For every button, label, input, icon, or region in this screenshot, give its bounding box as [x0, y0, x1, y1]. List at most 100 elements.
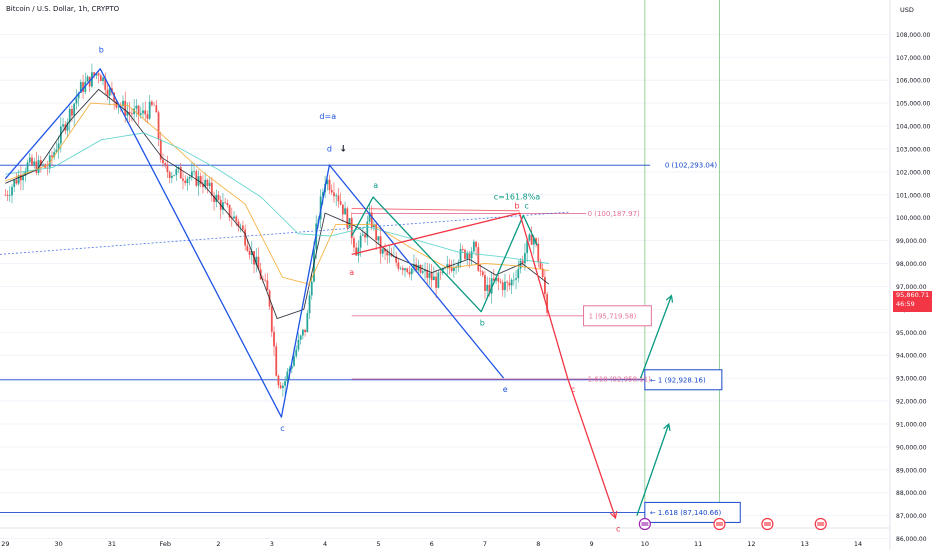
candle-body: [330, 190, 333, 193]
candle-body: [446, 264, 449, 268]
candle-body: [95, 73, 98, 76]
candle-body: [215, 194, 218, 202]
wave-label: b: [480, 318, 485, 327]
chart-grid: [0, 0, 891, 550]
candle-body: [286, 371, 289, 382]
candle-body: [506, 281, 509, 283]
x-tick-label: Feb: [159, 540, 171, 548]
down-arrow-icon: ↓: [339, 144, 347, 154]
candle-body: [224, 202, 227, 203]
candle-body: [466, 253, 469, 259]
x-tick-label: 4: [323, 540, 327, 548]
candle-body: [419, 264, 422, 273]
candle-body: [250, 251, 253, 255]
candle-body: [344, 208, 346, 215]
candle-body: [13, 179, 16, 187]
candle-body: [373, 224, 375, 228]
candle-body: [479, 270, 482, 272]
candle-body: [404, 268, 406, 271]
candle-body: [190, 171, 193, 178]
wave-line: [4, 68, 505, 418]
candle-body: [361, 234, 364, 236]
candle-body: [164, 163, 167, 165]
y-tick-label: 91,000.00: [896, 421, 927, 428]
candle-body: [368, 212, 371, 222]
candle-body: [22, 176, 24, 181]
candle-body: [395, 256, 398, 263]
x-tick-label: 30: [54, 540, 62, 548]
y-tick-label: 97,000.00: [896, 284, 927, 291]
bar-countdown: 46:59: [896, 300, 915, 308]
x-tick-label: 11: [694, 540, 702, 548]
candle-body: [366, 221, 369, 238]
candle-body: [517, 268, 520, 279]
wave-label: a: [349, 268, 354, 277]
event-flag-stripe: [715, 522, 723, 526]
candle-body: [66, 122, 69, 131]
candle-body: [295, 349, 298, 357]
candle-body: [497, 277, 500, 282]
candle-body: [484, 275, 486, 291]
candle-body: [4, 194, 7, 196]
candle-body: [541, 268, 544, 278]
candle-body: [530, 234, 533, 245]
candle-body: [131, 113, 133, 115]
candle-body: [426, 269, 429, 278]
candle-body: [328, 179, 331, 191]
moving-average-slow: [5, 132, 549, 264]
event-icons: [638, 517, 827, 531]
candle-body: [375, 224, 378, 241]
y-tick-label: 103,000.00: [896, 146, 931, 153]
candle-body: [455, 267, 458, 268]
candle-body: [93, 72, 96, 76]
candle-body: [62, 124, 64, 127]
candle-body: [37, 160, 40, 173]
x-tick-label: 31: [108, 540, 116, 548]
candle-body: [33, 161, 36, 165]
candle-body: [521, 260, 524, 264]
candle-body: [379, 236, 382, 254]
candle-body: [397, 262, 400, 269]
candle-body: [508, 282, 511, 286]
candle-body: [68, 108, 71, 123]
candle-body: [532, 238, 535, 245]
candle-body: [364, 234, 366, 238]
event-flag-stripe: [817, 522, 825, 526]
candle-body: [8, 195, 11, 196]
candle-body: [353, 238, 355, 248]
candle-body: [31, 157, 33, 165]
y-tick-label: 105,000.00: [896, 101, 931, 108]
candle-body: [452, 267, 455, 272]
candle-body: [472, 241, 475, 252]
fib-level-label-box: [644, 501, 741, 523]
x-tick-label: 7: [483, 540, 487, 548]
x-tick-label: 6: [430, 540, 434, 548]
y-tick-label: 90,000.00: [896, 444, 927, 451]
candle-body: [432, 276, 435, 281]
y-tick-label: 89,000.00: [896, 467, 927, 474]
vertical-marker-lines: [644, 0, 720, 528]
candle-body: [82, 82, 84, 92]
candle-body: [42, 164, 44, 165]
candle-body: [73, 103, 76, 116]
candle-body: [321, 192, 324, 197]
candle-body: [242, 225, 244, 230]
wave-label: c: [571, 385, 575, 394]
candle-body: [410, 268, 413, 275]
arrowhead-icon: [609, 510, 618, 520]
candle-body: [97, 73, 100, 76]
candle-body: [193, 171, 195, 172]
candle-body: [377, 236, 380, 241]
candle-body: [86, 76, 89, 82]
candle-body: [142, 110, 144, 114]
candle-body: [28, 157, 31, 163]
candle-body: [384, 249, 386, 252]
candle-body: [184, 180, 187, 184]
candle-body: [148, 101, 151, 119]
wave-line: [639, 295, 673, 379]
candle-body: [357, 247, 360, 256]
candle-body: [246, 245, 249, 251]
trend-line: [351, 208, 520, 212]
candle-body: [77, 92, 80, 99]
